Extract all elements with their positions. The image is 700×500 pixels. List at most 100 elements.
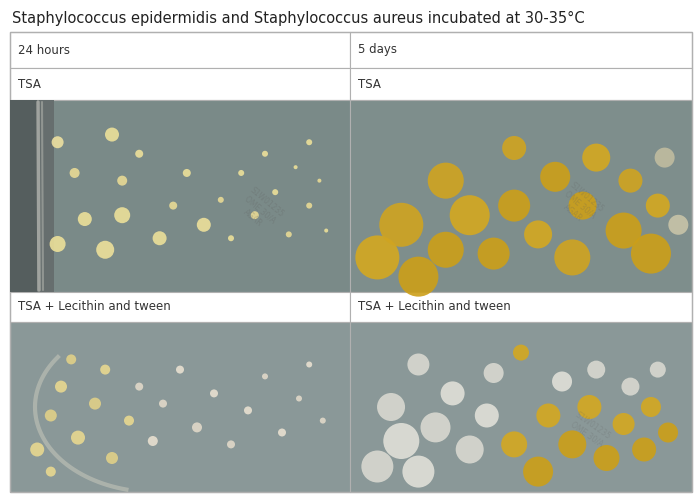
Polygon shape [350,32,692,68]
Circle shape [384,423,419,459]
Circle shape [100,364,110,374]
Circle shape [89,398,101,409]
Circle shape [632,438,656,462]
Circle shape [320,418,326,424]
Circle shape [159,400,167,407]
Polygon shape [10,68,350,100]
Polygon shape [350,292,692,322]
Circle shape [286,232,292,237]
Polygon shape [350,68,692,100]
Circle shape [498,190,530,222]
Circle shape [594,445,620,471]
Circle shape [612,413,635,435]
Circle shape [69,168,80,178]
Circle shape [568,192,596,220]
Circle shape [552,372,572,392]
Circle shape [668,215,688,235]
Circle shape [654,148,675,168]
Circle shape [296,396,302,402]
Text: 5 days: 5 days [358,44,397,57]
Circle shape [631,234,671,274]
Circle shape [66,354,76,364]
Circle shape [502,136,526,160]
Circle shape [227,440,235,448]
Circle shape [46,466,56,476]
Circle shape [192,422,202,432]
Circle shape [114,207,130,223]
Circle shape [428,162,464,198]
Circle shape [582,144,610,172]
Circle shape [524,220,552,248]
Circle shape [105,128,119,141]
Circle shape [148,436,158,446]
Circle shape [317,178,321,182]
Circle shape [540,162,570,192]
Polygon shape [10,292,350,322]
Polygon shape [10,100,350,292]
Text: TSA + Lecithin and tween: TSA + Lecithin and tween [358,300,511,314]
Circle shape [153,231,167,245]
Text: TSA: TSA [18,78,41,90]
Circle shape [306,139,312,145]
Circle shape [421,412,451,442]
Circle shape [536,404,561,427]
Circle shape [513,344,529,360]
Circle shape [176,366,184,374]
Circle shape [361,450,393,482]
Circle shape [218,197,224,203]
Circle shape [169,202,177,209]
Circle shape [183,169,191,177]
Circle shape [559,430,587,458]
Circle shape [55,380,67,392]
Circle shape [398,256,438,296]
Text: S1W01235
OME 30/A
AGAR: S1W01235 OME 30/A AGAR [234,186,286,234]
Circle shape [96,241,114,259]
Circle shape [606,212,642,248]
Circle shape [650,362,666,378]
Circle shape [262,374,268,380]
Circle shape [475,404,499,427]
Circle shape [135,382,143,390]
Polygon shape [10,322,350,492]
Circle shape [197,218,211,232]
Text: S1W01235
OME 30/A
AGAR: S1W01235 OME 30/A AGAR [554,180,606,230]
Polygon shape [37,100,54,292]
Circle shape [78,212,92,226]
Circle shape [618,168,643,192]
Circle shape [501,432,527,458]
Circle shape [52,136,64,148]
Circle shape [306,362,312,368]
Text: 24 hours: 24 hours [18,44,70,57]
Circle shape [578,395,601,419]
Circle shape [293,165,298,169]
Circle shape [228,235,234,241]
Circle shape [622,378,639,396]
Circle shape [407,354,429,376]
Circle shape [278,428,286,436]
Circle shape [30,442,44,456]
Circle shape [272,189,278,195]
Circle shape [262,151,268,157]
Circle shape [658,422,678,442]
Polygon shape [10,100,37,292]
Circle shape [71,430,85,444]
Circle shape [210,390,218,398]
Text: TSA: TSA [358,78,381,90]
Circle shape [135,150,143,158]
Circle shape [377,393,405,421]
Text: S1W01235
OME 30/A: S1W01235 OME 30/A [568,410,612,450]
Circle shape [106,452,118,464]
Circle shape [440,382,465,406]
Circle shape [477,238,510,270]
Circle shape [356,236,400,280]
Circle shape [554,240,590,276]
Text: TSA + Lecithin and tween: TSA + Lecithin and tween [18,300,171,314]
Circle shape [117,176,127,186]
Circle shape [456,436,484,464]
Circle shape [238,170,244,176]
Polygon shape [350,100,692,292]
Circle shape [587,360,606,378]
Circle shape [379,203,424,247]
Circle shape [402,456,435,488]
Circle shape [641,397,661,417]
